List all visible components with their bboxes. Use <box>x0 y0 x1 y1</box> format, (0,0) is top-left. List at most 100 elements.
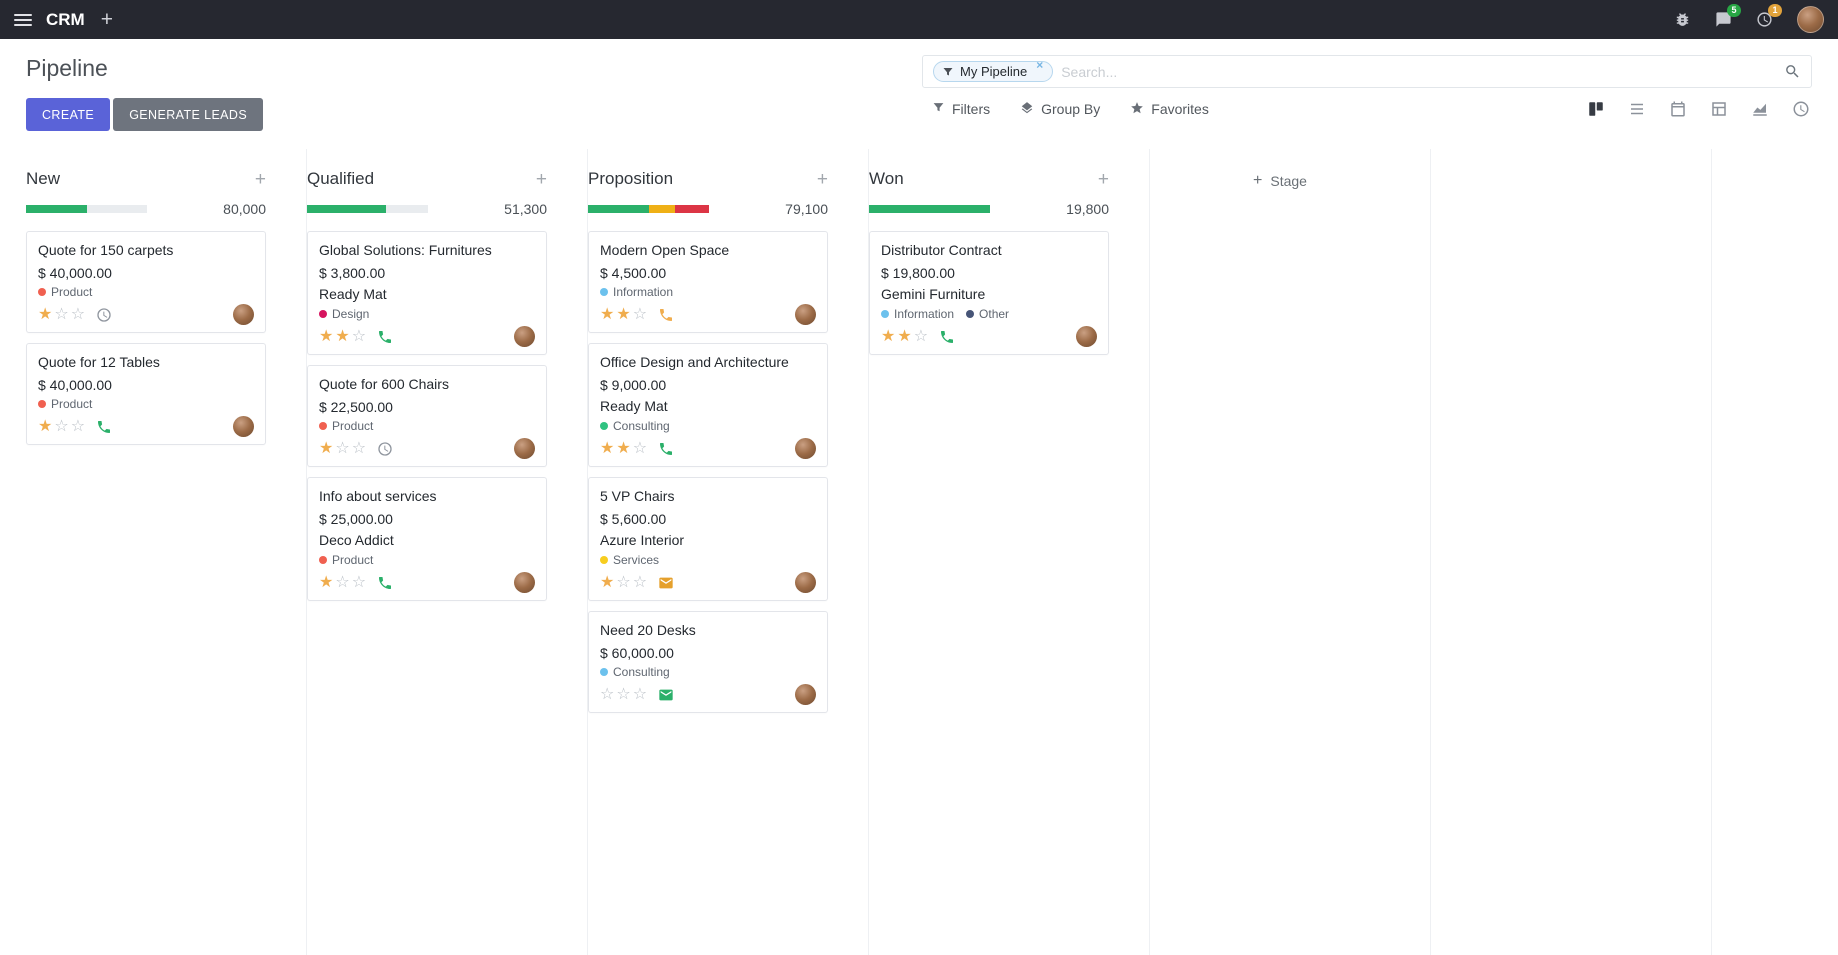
search-icon[interactable] <box>1784 63 1801 80</box>
priority-star[interactable]: ★ <box>600 573 617 591</box>
priority-stars[interactable]: ★★☆ <box>319 327 368 347</box>
search-input[interactable] <box>1061 63 1784 80</box>
priority-star[interactable]: ☆ <box>632 439 650 457</box>
column-progressbar[interactable] <box>307 205 428 213</box>
kanban-card[interactable]: Quote for 150 carpets $ 40,000.00 Produc… <box>26 231 266 333</box>
kanban-card[interactable]: Quote for 12 Tables $ 40,000.00 Product … <box>26 343 266 445</box>
kanban-card[interactable]: Global Solutions: Furnitures $ 3,800.00 … <box>307 231 547 355</box>
column-title[interactable]: New <box>26 169 61 188</box>
priority-star[interactable]: ☆ <box>632 685 650 703</box>
generate-leads-button[interactable]: GENERATE LEADS <box>113 98 264 131</box>
priority-stars[interactable]: ★★☆ <box>600 305 649 325</box>
priority-stars[interactable]: ★☆☆ <box>38 305 87 325</box>
apps-menu-button[interactable] <box>14 11 32 29</box>
activities-clock-icon[interactable]: 1 <box>1756 4 1782 28</box>
priority-star[interactable]: ★ <box>38 417 55 435</box>
app-name[interactable]: CRM <box>46 9 85 29</box>
priority-star[interactable]: ★ <box>600 305 617 323</box>
priority-star[interactable]: ☆ <box>335 573 352 591</box>
priority-star[interactable]: ★ <box>881 327 898 345</box>
priority-star[interactable]: ☆ <box>913 327 931 345</box>
progress-segment[interactable] <box>588 205 649 213</box>
card-avatar[interactable] <box>514 438 535 459</box>
view-activity-button[interactable] <box>1792 100 1810 118</box>
progress-segment[interactable] <box>675 205 709 213</box>
priority-star[interactable]: ★ <box>319 439 336 457</box>
facet-remove-icon[interactable]: × <box>1036 57 1044 72</box>
kanban-card[interactable]: Info about services $ 25,000.00 Deco Add… <box>307 477 547 601</box>
debug-bug-icon[interactable] <box>1674 11 1691 28</box>
search-facet[interactable]: My Pipeline × <box>933 57 1054 82</box>
priority-star[interactable]: ☆ <box>632 573 650 591</box>
progress-segment[interactable] <box>869 205 990 213</box>
priority-star[interactable]: ★ <box>897 327 914 345</box>
priority-star[interactable]: ★ <box>38 305 55 323</box>
group-by-button[interactable]: Group By <box>1020 101 1100 118</box>
priority-stars[interactable]: ★★☆ <box>881 327 930 347</box>
view-kanban-button[interactable] <box>1587 100 1605 118</box>
priority-star[interactable]: ☆ <box>54 305 71 323</box>
clock-activity-icon[interactable] <box>377 441 393 457</box>
card-avatar[interactable] <box>795 572 816 593</box>
phone-activity-icon[interactable] <box>377 575 393 591</box>
priority-stars[interactable]: ★★☆ <box>600 439 649 459</box>
phone-activity-icon[interactable] <box>96 419 112 435</box>
priority-star[interactable]: ☆ <box>335 439 352 457</box>
favorites-button[interactable]: Favorites <box>1130 101 1209 118</box>
add-record-button[interactable]: + <box>254 168 266 190</box>
phone-activity-icon[interactable] <box>658 441 674 457</box>
user-avatar[interactable] <box>1797 6 1824 33</box>
priority-star[interactable]: ★ <box>319 327 336 345</box>
card-avatar[interactable] <box>233 304 254 325</box>
kanban-card[interactable]: 5 VP Chairs $ 5,600.00 Azure Interior Se… <box>588 477 828 601</box>
priority-stars[interactable]: ★☆☆ <box>319 573 368 593</box>
priority-star[interactable]: ☆ <box>70 305 88 323</box>
priority-star[interactable]: ★ <box>616 439 633 457</box>
card-avatar[interactable] <box>795 304 816 325</box>
kanban-card[interactable]: Office Design and Architecture $ 9,000.0… <box>588 343 828 467</box>
priority-star[interactable]: ☆ <box>70 417 88 435</box>
add-stage-button[interactable]: + Stage <box>1253 171 1307 191</box>
card-avatar[interactable] <box>795 438 816 459</box>
priority-stars[interactable]: ★☆☆ <box>319 439 368 459</box>
priority-stars[interactable]: ☆☆☆ <box>600 685 649 705</box>
phone-activity-icon[interactable] <box>939 329 955 345</box>
clock-activity-icon[interactable] <box>96 307 112 323</box>
progress-segment[interactable] <box>307 205 386 213</box>
add-record-button[interactable]: + <box>535 168 547 190</box>
column-progressbar[interactable] <box>588 205 709 213</box>
kanban-card[interactable]: Quote for 600 Chairs $ 22,500.00 Product… <box>307 365 547 467</box>
priority-star[interactable]: ★ <box>335 327 352 345</box>
priority-star[interactable]: ☆ <box>616 685 633 703</box>
kanban-card[interactable]: Need 20 Desks $ 60,000.00 Consulting ☆☆☆ <box>588 611 828 713</box>
priority-star[interactable]: ☆ <box>632 305 650 323</box>
add-record-button[interactable]: + <box>1097 168 1109 190</box>
envelope-activity-icon[interactable] <box>658 687 674 703</box>
kanban-card[interactable]: Modern Open Space $ 4,500.00 Information… <box>588 231 828 333</box>
priority-star[interactable]: ★ <box>600 439 617 457</box>
column-progressbar[interactable] <box>869 205 990 213</box>
envelope-activity-icon[interactable] <box>658 575 674 591</box>
progress-segment[interactable] <box>648 205 676 213</box>
priority-stars[interactable]: ★☆☆ <box>38 417 87 437</box>
priority-star[interactable]: ☆ <box>600 685 617 703</box>
messages-icon[interactable]: 5 <box>1715 4 1741 28</box>
view-pivot-button[interactable] <box>1710 100 1728 118</box>
filters-button[interactable]: Filters <box>932 101 990 118</box>
search-bar[interactable]: My Pipeline × <box>922 55 1812 88</box>
card-avatar[interactable] <box>514 572 535 593</box>
add-record-button[interactable]: + <box>816 168 828 190</box>
phone-activity-icon[interactable] <box>377 329 393 345</box>
view-graph-button[interactable] <box>1751 100 1769 118</box>
add-menu-button[interactable]: + <box>100 8 113 31</box>
column-title[interactable]: Qualified <box>307 169 375 188</box>
card-avatar[interactable] <box>1076 326 1097 347</box>
phone-activity-icon[interactable] <box>658 307 674 323</box>
card-avatar[interactable] <box>795 684 816 705</box>
column-title[interactable]: Proposition <box>588 169 674 188</box>
view-list-button[interactable] <box>1628 100 1646 118</box>
priority-stars[interactable]: ★☆☆ <box>600 573 649 593</box>
kanban-card[interactable]: Distributor Contract $ 19,800.00 Gemini … <box>869 231 1109 355</box>
card-avatar[interactable] <box>233 416 254 437</box>
column-title[interactable]: Won <box>869 169 904 188</box>
